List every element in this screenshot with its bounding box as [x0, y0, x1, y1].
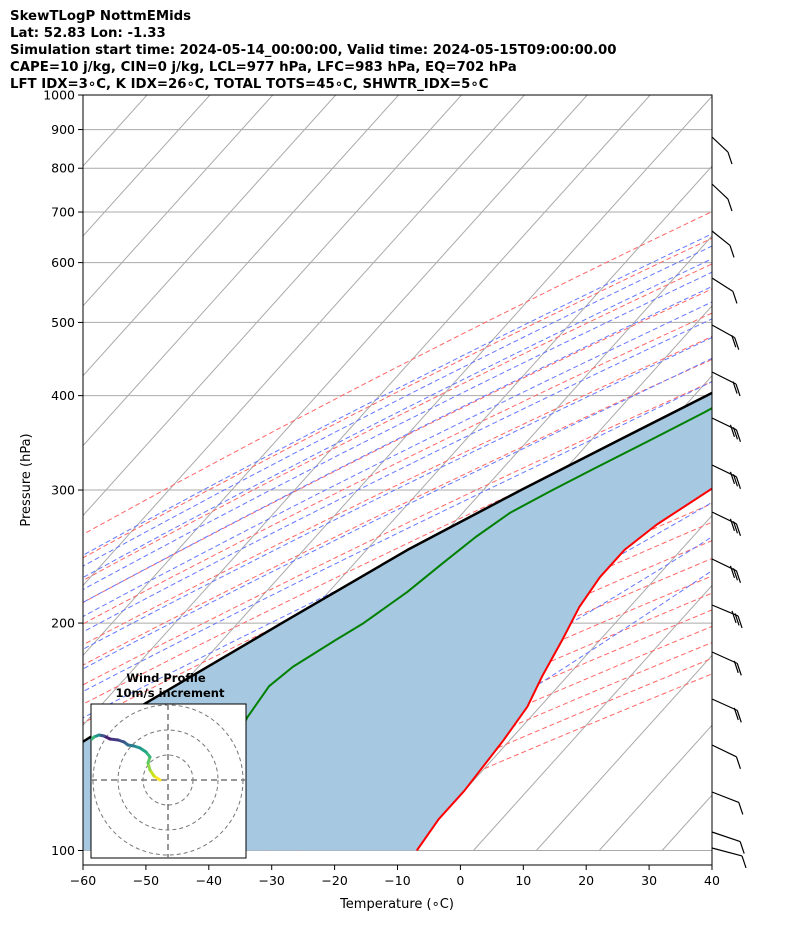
wind-barb	[711, 324, 740, 350]
isotherm	[83, 95, 526, 587]
isotherm	[83, 95, 337, 377]
inset-subtitle: 10m/s increment	[116, 686, 225, 700]
x-tick-label: −20	[321, 873, 347, 888]
x-tick-label: 20	[578, 873, 594, 888]
moist-adiabat	[83, 381, 712, 693]
isotherm	[410, 514, 712, 851]
wind-barb	[711, 230, 735, 258]
isotherm	[788, 79, 794, 851]
isotherm	[83, 95, 274, 307]
isotherm	[535, 654, 712, 851]
isotherm	[83, 95, 400, 447]
wind-barb	[711, 511, 742, 536]
mixing-ratio-line	[710, 261, 712, 263]
y-tick-label: 400	[51, 388, 75, 403]
x-tick-label: 10	[515, 873, 531, 888]
x-tick-label: 30	[641, 873, 657, 888]
moist-adiabat	[83, 233, 712, 556]
moist-adiabat	[83, 258, 712, 579]
wind-barb	[711, 698, 742, 723]
dry-adiabat	[83, 381, 712, 686]
x-tick-label: −40	[196, 873, 222, 888]
wind-barb	[711, 604, 743, 629]
wind-barb	[711, 417, 742, 442]
time-line: Simulation start time: 2024-05-14_00:00:…	[10, 43, 617, 58]
y-tick-label: 100	[51, 843, 75, 858]
indices-line: LFT IDX=3∘C, K IDX=26∘C, TOTAL TOTS=45∘C…	[10, 77, 489, 92]
y-tick-label: 900	[51, 122, 75, 137]
y-tick-label: 800	[51, 161, 75, 176]
isotherm	[83, 95, 651, 726]
wind-barb	[711, 558, 742, 583]
dry-adiabat	[83, 335, 712, 646]
location-line: Lat: 52.83 Lon: -1.33	[10, 26, 166, 41]
moist-adiabat	[83, 357, 712, 670]
moist-adiabat	[83, 285, 712, 603]
x-axis-label: Temperature (∘C)	[339, 897, 454, 912]
wind-barb	[711, 791, 744, 815]
chart-title: SkewTLogP NottmEMids	[10, 9, 192, 24]
wind-barb	[711, 371, 741, 397]
y-tick-label: 700	[51, 205, 75, 220]
wind-barb	[711, 651, 742, 676]
y-axis-label: Pressure (hPa)	[19, 433, 34, 526]
wind-barb	[711, 744, 742, 769]
dry-adiabat	[83, 288, 712, 604]
dry-adiabat	[83, 237, 712, 559]
temperature-line	[415, 487, 712, 852]
isotherm	[473, 584, 712, 851]
wind-barb	[711, 464, 742, 489]
dry-adiabat	[83, 263, 712, 582]
isotherm	[83, 95, 211, 237]
x-tick-label: 0	[456, 873, 464, 888]
dry-adiabat	[83, 211, 712, 535]
inset-title: Wind Profile	[126, 671, 206, 685]
wind-barb	[711, 136, 733, 165]
parcel-line	[83, 391, 712, 744]
dry-adiabat	[83, 521, 712, 812]
chart-header: SkewTLogP NottmEMids Lat: 52.83 Lon: -1.…	[10, 8, 617, 93]
hodograph-segment	[91, 735, 96, 741]
wind-barb	[711, 831, 745, 854]
moist-adiabat	[83, 301, 712, 618]
dry-adiabat	[83, 402, 712, 705]
x-tick-label: −10	[384, 873, 410, 888]
moist-adiabat	[83, 318, 712, 633]
y-tick-label: 1000	[43, 88, 75, 103]
y-tick-label: 500	[51, 315, 75, 330]
isotherm	[725, 79, 794, 851]
wind-barb	[711, 847, 747, 869]
wind-barb	[711, 183, 733, 212]
moist-adiabat	[83, 336, 712, 650]
x-tick-label: −60	[70, 873, 96, 888]
moist-adiabat	[83, 501, 712, 831]
isotherm	[83, 95, 463, 517]
y-tick-label: 600	[51, 255, 75, 270]
y-tick-label: 200	[51, 616, 75, 631]
x-tick-label: −50	[133, 873, 159, 888]
moist-adiabat	[83, 245, 712, 567]
cape-line: CAPE=10 j/kg, CIN=0 j/kg, LCL=977 hPa, L…	[10, 60, 517, 75]
x-tick-label: −30	[259, 873, 285, 888]
y-tick-label: 300	[51, 483, 75, 498]
isotherm	[83, 95, 588, 657]
wind-barb	[711, 277, 738, 304]
moist-adiabat	[83, 271, 712, 591]
x-tick-label: 40	[704, 873, 720, 888]
dewpoint-line	[176, 407, 712, 851]
